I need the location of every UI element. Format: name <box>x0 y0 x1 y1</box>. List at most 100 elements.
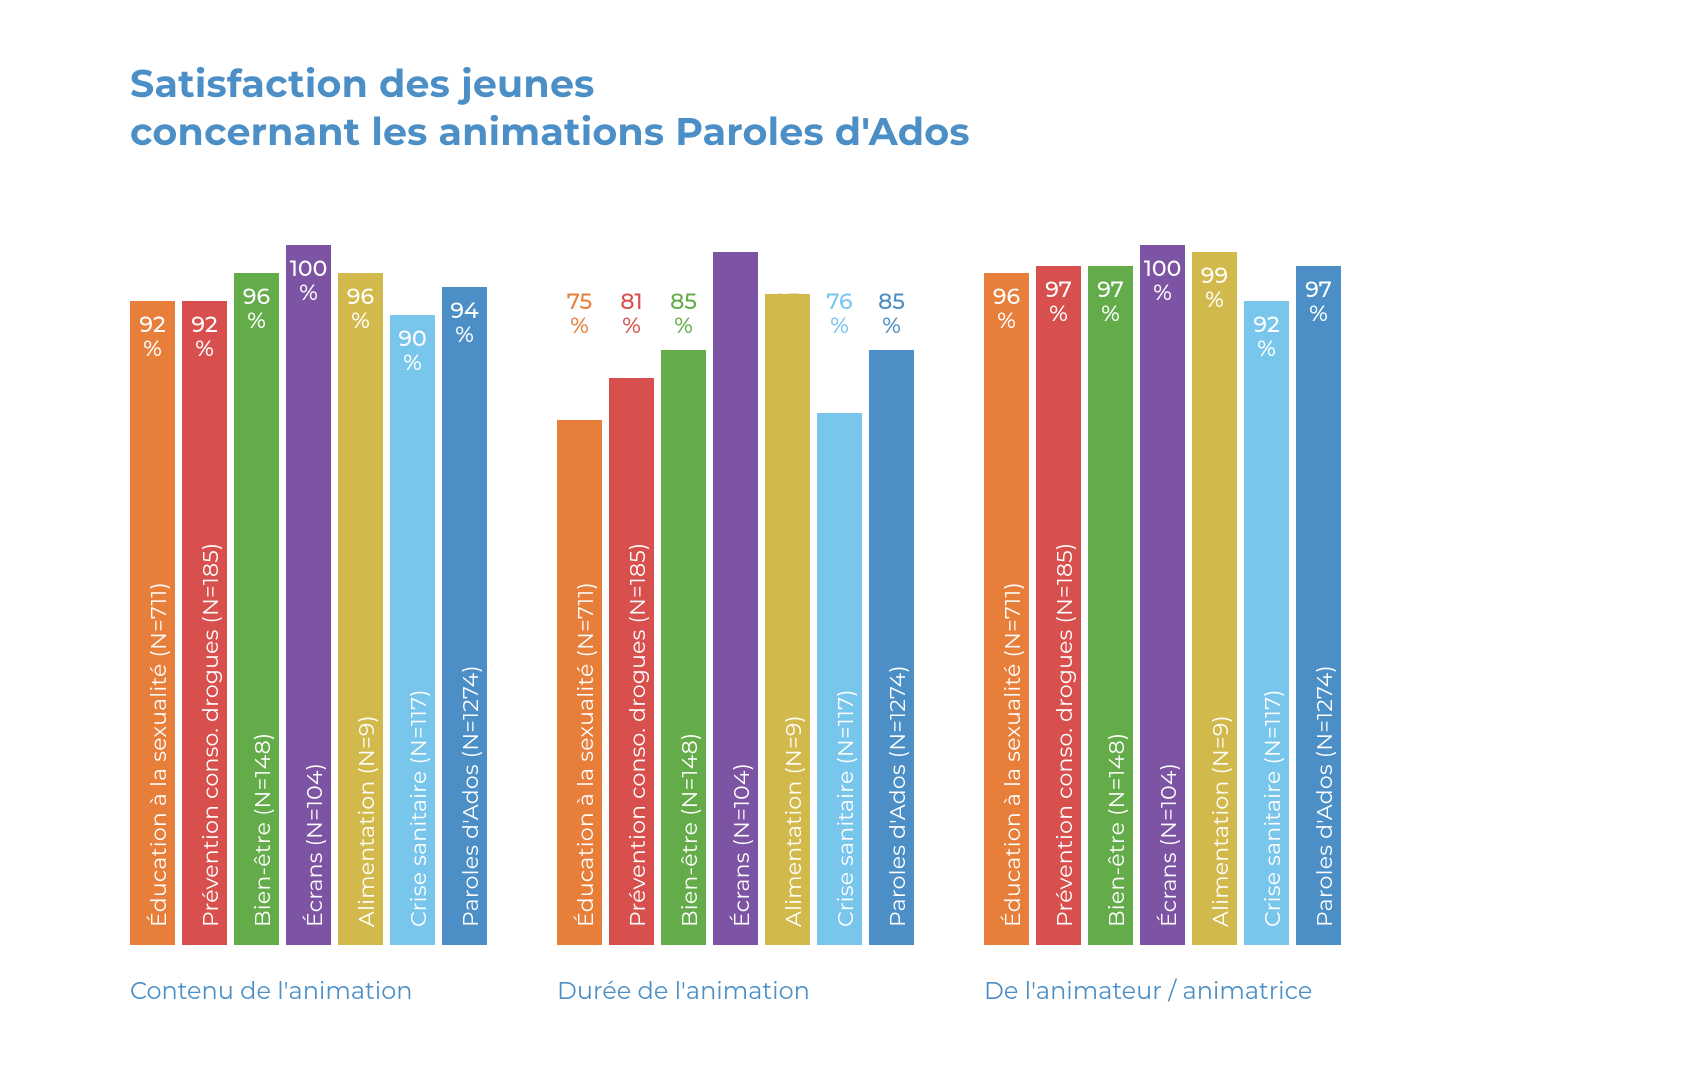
bar-value-label: 96% <box>984 285 1029 333</box>
bar-value-label: 99% <box>1192 264 1237 312</box>
bar-category-label: Paroles d'Ados (N=1274) <box>456 665 483 927</box>
bar-value-suffix: % <box>442 323 487 347</box>
bar: Écrans (N=104) 100% <box>286 245 331 945</box>
bar-value-number: 85 <box>661 290 706 314</box>
bar: Prévention conso. drogues (N=185)97% <box>1036 266 1081 945</box>
bar-category-label: Éducation à la sexualité (N=711) <box>144 582 171 927</box>
bar-category-label: Prévention conso. drogues (N=185) <box>1050 543 1077 927</box>
chart-group: Éducation à la sexualité (N=711)75%Préve… <box>557 245 914 1006</box>
bar: Écrans (N=104) 100% <box>1140 245 1185 945</box>
chart-group: Éducation à la sexualité (N=711)92%Préve… <box>130 245 487 1006</box>
bar-category-label: Crise sanitaire (N=117) <box>1258 689 1285 927</box>
bar-value-suffix: % <box>1296 302 1341 326</box>
bar-value-label-outside: 85% <box>869 290 914 338</box>
bar-value-suffix: % <box>713 314 758 338</box>
bar-value-number: 96 <box>338 285 383 309</box>
bar-category-label: Écrans (N=104) <box>300 763 327 927</box>
bar-value-number: 76 <box>817 290 862 314</box>
bar: Écrans (N=104) <box>713 252 758 945</box>
bar-category-label: Prévention conso. drogues (N=185) <box>623 543 650 927</box>
bar-value-label: 100% <box>286 257 331 305</box>
bar: Alimentation (N=9) 99% <box>1192 252 1237 945</box>
bar-value-number: 93 <box>765 290 810 314</box>
bar-wrap: Crise sanitaire (N=117) 76% <box>817 245 862 945</box>
bar-value-number: 97 <box>1088 278 1133 302</box>
bar-value-number: 94 <box>442 299 487 323</box>
bar-value-label: 96% <box>234 285 279 333</box>
bar-value-label: 97% <box>1088 278 1133 326</box>
bar-wrap: Écrans (N=104) 100% <box>286 245 331 945</box>
bar-wrap: Éducation à la sexualité (N=711)96% <box>984 245 1029 945</box>
bar-category-label: Prévention conso. drogues (N=185) <box>196 543 223 927</box>
bar-wrap: Alimentation (N=9) 96% <box>338 245 383 945</box>
bar: Éducation à la sexualité (N=711)96% <box>984 273 1029 945</box>
bar-value-label: 92% <box>130 313 175 361</box>
bar-category-label: Écrans (N=104) <box>1154 763 1181 927</box>
bar-value-suffix: % <box>182 337 227 361</box>
bar-wrap: Paroles d'Ados (N=1274)85% <box>869 245 914 945</box>
bar-wrap: Bien-être (N=148) 85% <box>661 245 706 945</box>
bar-category-label: Bien-être (N=148) <box>248 733 275 927</box>
bar-value-label-outside: 99% <box>713 290 758 338</box>
bar-value-number: 96 <box>234 285 279 309</box>
bar-value-suffix: % <box>390 351 435 375</box>
bar-value-suffix: % <box>338 309 383 333</box>
charts-row: Éducation à la sexualité (N=711)92%Préve… <box>130 245 1566 1006</box>
bar-wrap: Écrans (N=104) 100% <box>1140 245 1185 945</box>
chart-axis-label: Durée de l'animation <box>557 977 914 1006</box>
bar-value-number: 96 <box>984 285 1029 309</box>
bar-value-number: 97 <box>1296 278 1341 302</box>
title-line2: concernant les animations Paroles d'Ados <box>130 108 1566 156</box>
bar-value-number: 100 <box>286 257 331 281</box>
bar-value-suffix: % <box>661 314 706 338</box>
bar-value-suffix: % <box>557 314 602 338</box>
bar-value-suffix: % <box>130 337 175 361</box>
bar-category-label: Alimentation (N=9) <box>352 715 379 927</box>
bar-wrap: Crise sanitaire (N=117) 90% <box>390 245 435 945</box>
bar-value-number: 99 <box>1192 264 1237 288</box>
bar-value-label-outside: 76% <box>817 290 862 338</box>
bar: Bien-être (N=148) <box>661 350 706 945</box>
bar-wrap: Écrans (N=104)99% <box>713 245 758 945</box>
bar: Crise sanitaire (N=117) <box>817 413 862 945</box>
bar-value-label: 100% <box>1140 257 1185 305</box>
bar-category-label: Alimentation (N=9) <box>1206 715 1233 927</box>
bar-value-number: 75 <box>557 290 602 314</box>
bar: Prévention conso. drogues (N=185) <box>609 378 654 945</box>
bar-value-suffix: % <box>609 314 654 338</box>
page-title: Satisfaction des jeunes concernant les a… <box>130 60 1566 155</box>
bar-wrap: Prévention conso. drogues (N=185) 92% <box>182 245 227 945</box>
bar: Bien-être (N=148) 96% <box>234 273 279 945</box>
bar-value-number: 90 <box>390 327 435 351</box>
bar: Paroles d'Ados (N=1274) 97% <box>1296 266 1341 945</box>
bar: Éducation à la sexualité (N=711) 92% <box>130 301 175 945</box>
chart-group: Éducation à la sexualité (N=711)96% Préve… <box>984 245 1341 1006</box>
bar-value-label-outside: 85% <box>661 290 706 338</box>
bar-wrap: Paroles d'Ados (N=1274) 94% <box>442 245 487 945</box>
bar-value-suffix: % <box>984 309 1029 333</box>
bar-category-label: Bien-être (N=148) <box>675 733 702 927</box>
bar-wrap: Prévention conso. drogues (N=185)81% <box>609 245 654 945</box>
bar-category-label: Crise sanitaire (N=117) <box>404 689 431 927</box>
bar: Prévention conso. drogues (N=185) 92% <box>182 301 227 945</box>
bar-value-suffix: % <box>1088 302 1133 326</box>
bar-value-label-outside: 93% <box>765 290 810 338</box>
bar-wrap: Bien-être (N=148) 96% <box>234 245 279 945</box>
chart-page: Satisfaction des jeunes concernant les a… <box>0 0 1686 1088</box>
title-line1: Satisfaction des jeunes <box>130 60 595 107</box>
bar-value-label: 97% <box>1296 278 1341 326</box>
bar-value-number: 97 <box>1036 278 1081 302</box>
bar-wrap: Éducation à la sexualité (N=711)75% <box>557 245 602 945</box>
bar-value-number: 99 <box>713 290 758 314</box>
bar-category-label: Alimentation (N=9) <box>779 715 806 927</box>
bar-category-label: Paroles d'Ados (N=1274) <box>1310 665 1337 927</box>
bar-value-suffix: % <box>234 309 279 333</box>
bar: Crise sanitaire (N=117)92% <box>1244 301 1289 945</box>
bar-value-label-outside: 75% <box>557 290 602 338</box>
bar-wrap: Bien-être (N=148)97% <box>1088 245 1133 945</box>
chart-bars: Éducation à la sexualité (N=711)75%Préve… <box>557 245 914 945</box>
bar: Bien-être (N=148)97% <box>1088 266 1133 945</box>
bar-value-label: 92% <box>182 313 227 361</box>
bar-wrap: Paroles d'Ados (N=1274) 97% <box>1296 245 1341 945</box>
bar-wrap: Alimentation (N=9) 93% <box>765 245 810 945</box>
